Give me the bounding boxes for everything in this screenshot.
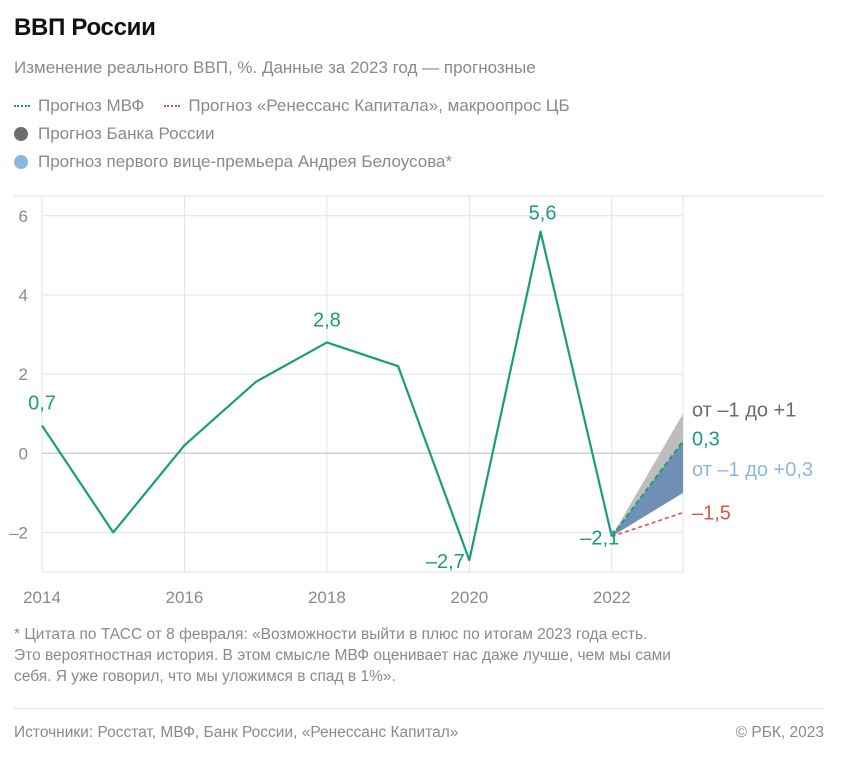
- renaissance-forecast-label: –1,5: [692, 503, 731, 525]
- y-tick-label--2: –2: [9, 523, 28, 542]
- legend-renaissance-label: Прогноз «Ренессанс Капитала», макроопрос…: [188, 96, 570, 115]
- gdp-series-line: [41, 230, 613, 562]
- x-tick-label-2014: 2014: [23, 588, 61, 607]
- renaissance-forecast-line: [611, 511, 684, 538]
- y-tick-label-0: 0: [19, 444, 28, 463]
- y-tick-label-4: 4: [19, 286, 28, 305]
- footnote: * Цитата по ТАСС от 8 февраля: «Возможно…: [14, 624, 814, 687]
- legend-row-2: Прогноз Банка России: [14, 120, 590, 148]
- legend-item-renaissance: Прогноз «Ренессанс Капитала», макроопрос…: [164, 96, 570, 116]
- x-tick-label-2020: 2020: [450, 588, 488, 607]
- legend-imf-marker: [14, 105, 30, 107]
- data-label-2018: 2,8: [313, 309, 341, 331]
- legend-item-imf: Прогноз МВФ: [14, 96, 144, 116]
- legend-belousov-marker: [14, 155, 28, 169]
- legend-row-1: Прогноз МВФ Прогноз «Ренессанс Капитала»…: [14, 92, 590, 120]
- legend-row-3: Прогноз первого вице-премьера Андрея Бел…: [14, 148, 590, 176]
- belousov-forecast-label: от –1 до +0,3: [692, 459, 813, 481]
- data-label-2014: 0,7: [28, 393, 56, 415]
- data-label-2020: –2,7: [426, 551, 465, 573]
- legend-imf-label: Прогноз МВФ: [38, 96, 145, 115]
- footnote-line-2: Это вероятностная история. В этом смысле…: [14, 647, 671, 664]
- footer-divider: [14, 708, 824, 709]
- chart-title: ВВП России: [14, 14, 156, 41]
- legend-renaissance-marker: [164, 105, 181, 107]
- legend-cbr-label: Прогноз Банка России: [38, 124, 215, 143]
- x-tick-label-2016: 2016: [166, 588, 204, 607]
- cbr-forecast-range: [611, 413, 683, 537]
- imf-forecast-line: [610, 440, 684, 537]
- x-tick-label-2022: 2022: [593, 588, 631, 607]
- chart-subtitle: Изменение реального ВВП, %. Данные за 20…: [14, 58, 536, 77]
- footnote-line-1: * Цитата по ТАСС от 8 февраля: «Возможно…: [14, 626, 648, 643]
- legend-cbr-marker: [14, 127, 28, 141]
- footnote-line-3: себя. Я уже говорил, что мы уложимся в с…: [14, 668, 396, 685]
- legend-item-cbr: Прогноз Банка России: [14, 124, 215, 144]
- data-label-2022: –2,1: [580, 527, 619, 549]
- x-tick-label-2018: 2018: [308, 588, 346, 607]
- gdp-line-chart: –2 0 2 4 6 2014 2016 2018 2020 2022 0,7 2,8 –2,7 5,6 –…: [9, 195, 824, 607]
- sources: Источники: Росстат, МВФ, Банк России, «Р…: [14, 724, 459, 741]
- copyright: © РБК, 2023: [735, 724, 824, 741]
- imf-forecast-label: 0,3: [692, 428, 720, 450]
- data-label-2021: 5,6: [529, 203, 557, 225]
- legend-belousov-label: Прогноз первого вице-премьера Андрея Бел…: [38, 152, 453, 171]
- y-tick-label-2: 2: [19, 365, 28, 384]
- legend-item-belousov: Прогноз первого вице-премьера Андрея Бел…: [14, 152, 452, 172]
- cbr-forecast-label: от –1 до +1: [692, 400, 796, 422]
- y-tick-label-6: 6: [19, 207, 28, 226]
- legend: Прогноз МВФ Прогноз «Ренессанс Капитала»…: [14, 92, 590, 176]
